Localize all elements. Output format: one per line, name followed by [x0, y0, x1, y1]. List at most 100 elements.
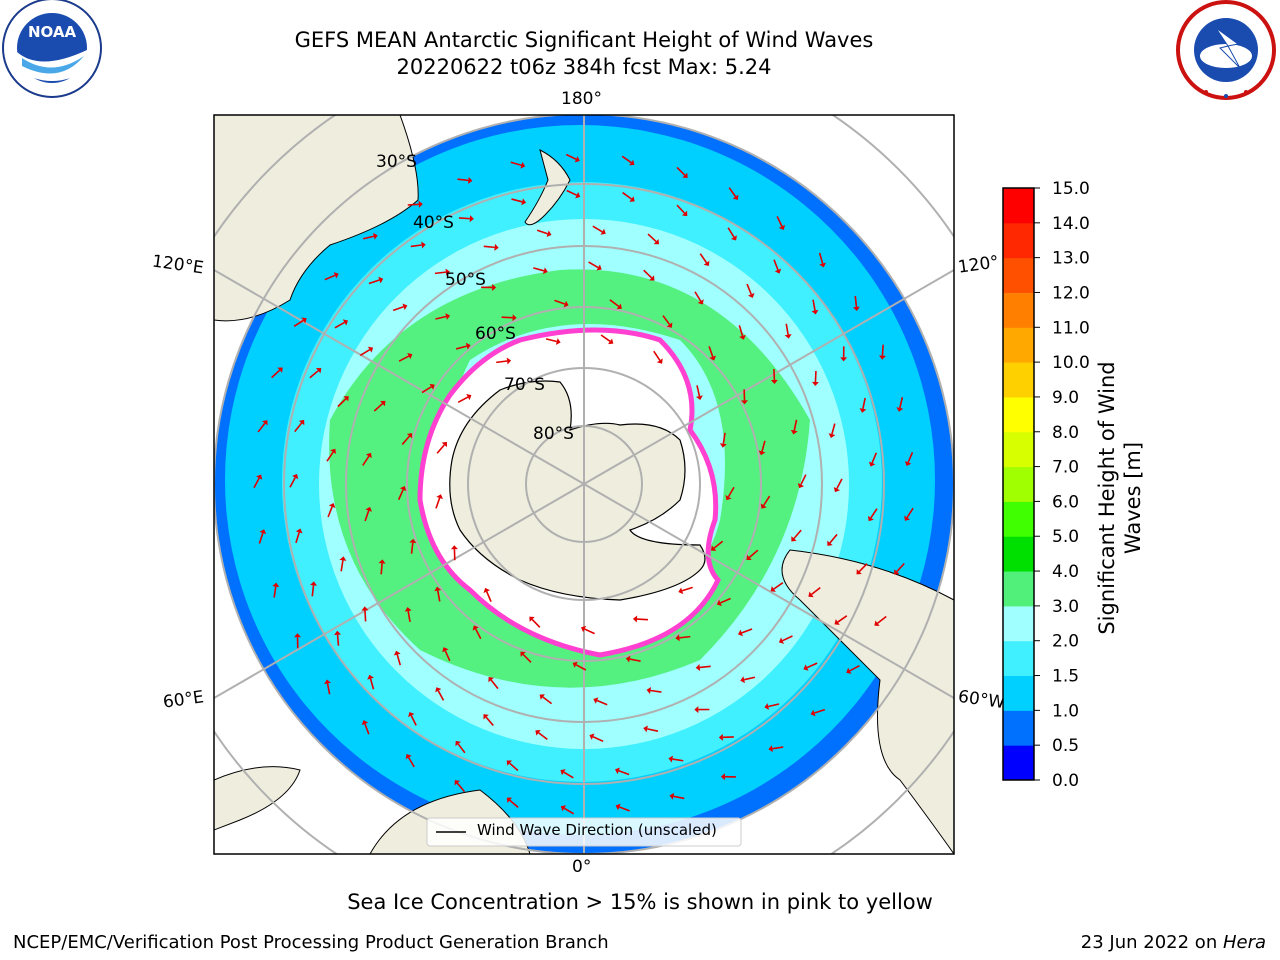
wave-arrow	[643, 269, 653, 279]
wave-arrow	[436, 444, 445, 454]
wave-arrow-head	[896, 407, 904, 412]
wave-arrow-head	[894, 569, 900, 575]
colorbar-label: Significant Height of Wind Waves [m]	[1095, 361, 1145, 635]
wave-arrow-head	[469, 215, 474, 223]
wave-arrow-head	[819, 262, 826, 268]
wave-arrow	[536, 229, 548, 235]
wave-arrow-head	[535, 729, 541, 736]
wave-arrow	[653, 350, 661, 361]
wave-arrow-head	[494, 243, 499, 251]
wave-arrow-head	[703, 260, 710, 267]
wave-arrow	[881, 344, 884, 356]
wave-arrow	[814, 708, 826, 714]
wave-arrow	[793, 419, 798, 431]
colorbar-tick-label: 14.0	[1052, 214, 1090, 234]
wave-arrow-head	[828, 433, 836, 439]
wave-arrow-head	[695, 395, 703, 401]
wave-arrow-head	[529, 616, 535, 622]
colorbar-segment	[1003, 396, 1034, 433]
wave-arrow	[457, 178, 469, 182]
wave-arrow	[609, 299, 620, 308]
wave-arrow-head	[904, 515, 911, 521]
wave-arrow-head	[758, 450, 766, 456]
wave-arrow	[364, 610, 367, 622]
wave-arrow-head	[272, 582, 280, 588]
wave-arrow	[575, 664, 587, 671]
wave-arrow-head	[442, 647, 449, 653]
wave-arrow	[773, 582, 784, 590]
wave-arrow	[636, 618, 648, 621]
colorbar-segment	[1003, 292, 1034, 328]
wave-arrow	[327, 506, 333, 518]
colorbar-segment	[1003, 571, 1034, 607]
colorbar-tick-label: 11.0	[1052, 318, 1090, 338]
wave-arrow	[410, 715, 417, 726]
wave-arrow-head	[361, 720, 369, 726]
lat-label-80: 80°S	[533, 424, 574, 444]
wave-arrow	[311, 585, 315, 597]
wave-arrow	[410, 244, 422, 248]
colorbar-segment	[1003, 640, 1034, 677]
wave-arrow	[849, 664, 860, 672]
wave-arrow	[672, 758, 684, 762]
wave-arrow-head	[632, 615, 638, 623]
colorbar-segment	[1003, 501, 1034, 537]
wave-arrow-head	[367, 346, 374, 353]
colorbar-tick-label: 5.0	[1052, 527, 1079, 547]
wave-arrow-head	[867, 515, 874, 522]
colorbar-segment	[1003, 257, 1034, 293]
colorbar-tick-label: 15.0	[1052, 179, 1090, 199]
wave-arrow-head	[682, 172, 688, 178]
wind-wave-arrows	[253, 153, 914, 815]
wave-arrow	[696, 385, 701, 397]
wave-arrow-head	[546, 230, 552, 238]
wave-arrow-head	[301, 317, 307, 324]
wave-arrow	[485, 716, 494, 727]
wave-arrow	[509, 762, 519, 772]
wave-arrow	[877, 615, 887, 624]
wave-arrow-head	[646, 687, 652, 694]
wave-arrow	[679, 635, 691, 639]
meridian-label-top: 180°	[561, 89, 602, 109]
wave-arrow	[490, 679, 499, 690]
wave-arrow	[457, 743, 466, 754]
meridian-label-bottom: 0°	[572, 857, 592, 877]
wave-arrow	[373, 403, 384, 412]
wave-arrow	[407, 203, 419, 206]
wave-arrow	[708, 346, 714, 358]
wave-arrow	[837, 615, 848, 623]
wave-arrow-head	[310, 581, 317, 586]
wave-arrow	[398, 355, 410, 362]
nws-logo	[1176, 0, 1276, 100]
wave-arrow	[435, 315, 447, 320]
wave-arrow	[741, 628, 753, 634]
wave-arrow	[785, 323, 789, 335]
colorbar-segment	[1003, 466, 1034, 502]
footer-right: 23 Jun 2022 on Hera	[1080, 932, 1266, 953]
wave-arrow	[727, 486, 735, 498]
wave-arrow-head	[797, 483, 805, 489]
wave-arrow	[748, 549, 759, 558]
colorbar-segment	[1003, 327, 1034, 363]
wave-arrow	[401, 435, 411, 445]
wave-arrow-head	[643, 725, 648, 733]
wave-arrow	[831, 423, 836, 435]
wave-arrow	[309, 370, 319, 379]
wave-arrow-head	[380, 400, 386, 407]
wave-arrow-head	[333, 272, 339, 279]
wave-arrow-head	[878, 355, 886, 360]
footer-left: NCEP/EMC/Verification Post Processing Pr…	[13, 932, 609, 953]
wave-arrow-head	[488, 676, 494, 683]
wave-arrow-head	[292, 474, 299, 480]
wave-arrow	[812, 299, 816, 311]
wave-arrow	[509, 799, 519, 808]
wave-arrow	[806, 662, 818, 669]
wave-arrow	[862, 397, 866, 409]
wave-arrow-head	[343, 396, 349, 402]
wave-arrow-head	[542, 267, 548, 275]
wave-arrow-head	[418, 200, 423, 208]
wave-arrow-head	[339, 556, 347, 561]
wave-arrow-head	[859, 408, 867, 413]
wave-arrow-head	[405, 754, 412, 760]
